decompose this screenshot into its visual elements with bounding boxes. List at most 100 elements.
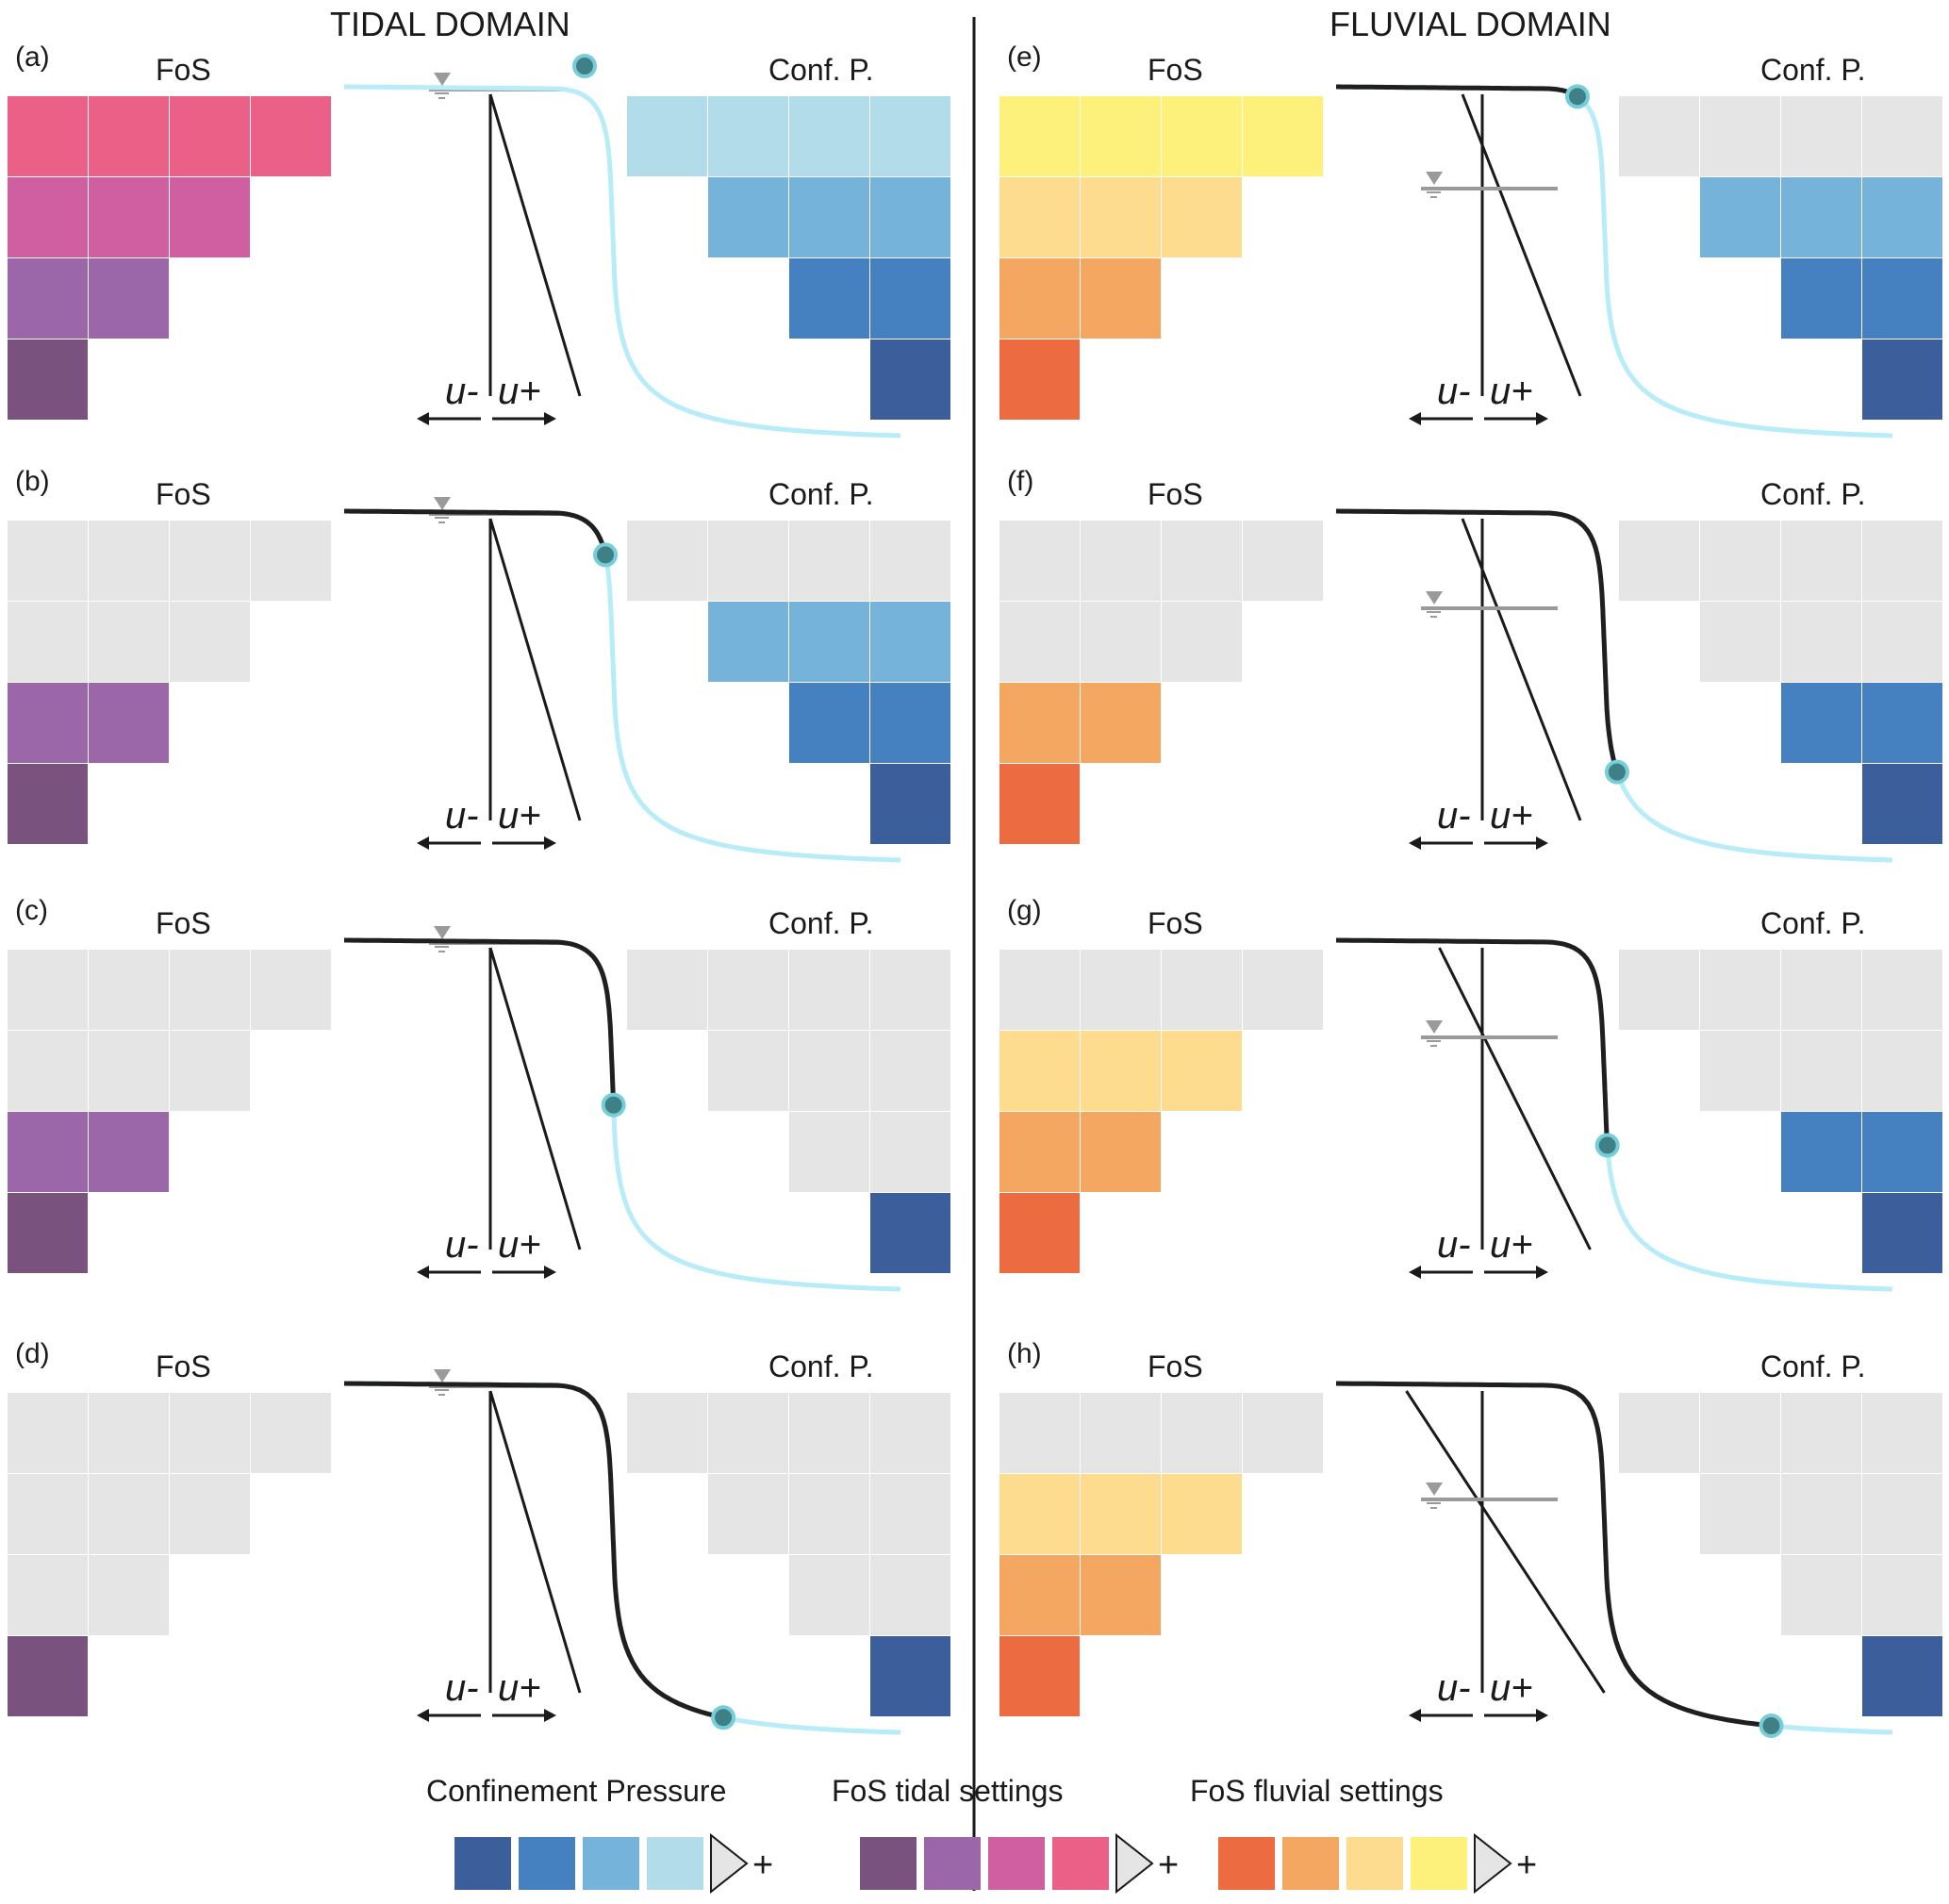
u-plus-label: u+ <box>1490 1667 1533 1709</box>
cp-cell <box>1619 96 1699 176</box>
legend-swatch <box>1218 1837 1275 1890</box>
u-plus-label: u+ <box>1490 1224 1533 1266</box>
fos-cell <box>1162 1393 1242 1473</box>
legend-item: Confinement Pressure + <box>426 1774 773 1895</box>
fos-cell <box>1081 96 1161 176</box>
curve-dark <box>343 1381 724 1720</box>
fos-cell <box>1081 1474 1161 1554</box>
fos-title: FoS <box>156 906 211 940</box>
fos-cell <box>999 1474 1080 1554</box>
panel-label: (f) <box>1007 466 1033 497</box>
arrow-right-icon <box>544 836 556 850</box>
cp-cell <box>1700 602 1780 682</box>
cp-cell <box>870 1193 950 1273</box>
fos-grid <box>999 521 1323 844</box>
fos-cell <box>251 1393 331 1473</box>
stage-curve <box>343 508 901 863</box>
cp-cell <box>789 602 869 682</box>
stage-curve <box>343 937 901 1292</box>
stage-point-marker <box>601 1092 626 1118</box>
fos-cell <box>8 1636 88 1716</box>
u-minus-label: u- <box>445 371 479 412</box>
legend-swatch <box>988 1837 1045 1890</box>
legend-title: FoS tidal settings <box>832 1774 1063 1808</box>
panel-label: (a) <box>15 41 50 73</box>
cp-cell <box>1700 1393 1780 1473</box>
pore-pressure-line <box>488 93 582 397</box>
cp-cell <box>1781 950 1861 1030</box>
fos-title: FoS <box>1148 1349 1203 1383</box>
fos-cell <box>1081 1555 1161 1635</box>
fos-cell <box>1162 96 1242 176</box>
pressure-sketch: u-u+ <box>417 73 582 425</box>
water-level-icon <box>434 926 451 939</box>
cp-cell <box>1700 521 1780 601</box>
legend-swatch <box>1282 1837 1339 1890</box>
legend-swatch <box>1052 1837 1109 1890</box>
curve-dark <box>344 937 617 1105</box>
arrow-right-icon <box>1536 836 1548 850</box>
cp-cell <box>789 1112 869 1192</box>
cp-cell <box>627 1393 707 1473</box>
panel-label: (c) <box>15 895 48 926</box>
cp-grid <box>627 950 950 1273</box>
fos-cell <box>8 1031 88 1111</box>
panel-e: (e) FoS Conf. P. u-u+ <box>999 41 1942 439</box>
cp-cell <box>1781 1555 1861 1635</box>
curve-dark <box>1335 937 1610 1146</box>
legend-swatch <box>583 1837 639 1890</box>
panel-a: (a) FoS Conf. P. u-u+ <box>8 41 950 439</box>
fos-cell <box>8 764 88 844</box>
fos-title: FoS <box>156 477 211 511</box>
stage-curve <box>343 1381 901 1735</box>
curve-dark <box>344 508 608 556</box>
cp-cell <box>1862 1031 1942 1111</box>
fos-cell <box>170 950 250 1030</box>
cp-cell <box>870 521 950 601</box>
cp-cell <box>1862 683 1942 763</box>
fos-cell <box>1243 1393 1323 1473</box>
fos-cell <box>89 1112 169 1192</box>
fos-cell <box>1081 1393 1161 1473</box>
stage-point-marker <box>1759 1713 1784 1738</box>
u-plus-label: u+ <box>498 1667 541 1709</box>
cp-cell <box>789 1031 869 1111</box>
fos-cell <box>1081 258 1161 339</box>
fos-cell <box>170 1474 250 1554</box>
cp-cell <box>1862 602 1942 682</box>
fos-cell <box>8 950 88 1030</box>
stage-point-marker <box>1604 759 1629 785</box>
triangle-icon <box>710 1832 749 1895</box>
panels-group: (a) FoS Conf. P. u-u+ (b) FoS Conf. P. u-u+ (c) F… <box>8 41 1942 1738</box>
pressure-sketch: u-u+ <box>417 926 582 1279</box>
cp-grid <box>627 1393 950 1716</box>
fos-grid <box>8 96 331 420</box>
fos-title: FoS <box>156 1349 211 1383</box>
cp-cell <box>1781 96 1861 176</box>
fos-cell <box>999 1112 1080 1192</box>
arrow-right-icon <box>544 412 556 425</box>
arrow-left-icon <box>1409 836 1421 850</box>
fos-cell <box>1081 1112 1161 1192</box>
cp-cell <box>708 950 788 1030</box>
water-level-icon <box>434 497 451 510</box>
fos-cell <box>170 96 250 176</box>
triangle-icon <box>1474 1832 1512 1895</box>
tidal-domain-title: TIDAL DOMAIN <box>330 5 570 43</box>
fos-grid <box>999 1393 1323 1716</box>
legend-item: FoS tidal settings + <box>832 1774 1179 1895</box>
legend-swatch <box>519 1837 575 1890</box>
cp-cell <box>789 521 869 601</box>
cp-cell <box>870 1112 950 1192</box>
fos-cell <box>8 177 88 257</box>
conf-pressure-title: Conf. P. <box>1760 906 1865 940</box>
cp-cell <box>708 177 788 257</box>
fos-cell <box>8 1193 88 1273</box>
fos-cell <box>170 177 250 257</box>
arrow-right-icon <box>1536 1266 1548 1279</box>
fos-title: FoS <box>1148 477 1203 511</box>
pore-pressure-line <box>1405 1390 1606 1694</box>
fos-cell <box>1243 96 1323 176</box>
cp-cell <box>1862 1636 1942 1716</box>
cp-cell <box>1862 339 1942 420</box>
